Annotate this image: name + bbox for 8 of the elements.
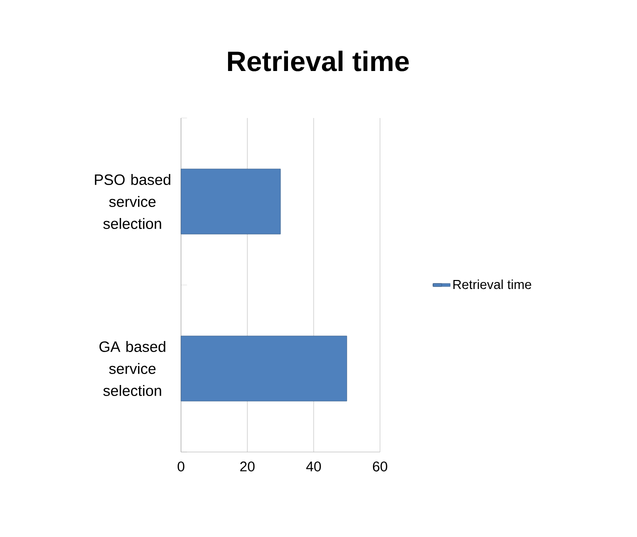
x-tick-label: 40 <box>306 462 321 472</box>
x-tick-label: 20 <box>240 462 255 472</box>
chart-title: Retrieval time <box>228 50 409 72</box>
x-tick-label: 0 <box>178 462 184 472</box>
legend-label: Retrieval time <box>453 280 532 290</box>
y-tick-label: PSO based service selection <box>94 174 170 230</box>
y-tick-label: GA based service selection <box>99 340 166 396</box>
x-tick-label: 60 <box>372 462 388 472</box>
